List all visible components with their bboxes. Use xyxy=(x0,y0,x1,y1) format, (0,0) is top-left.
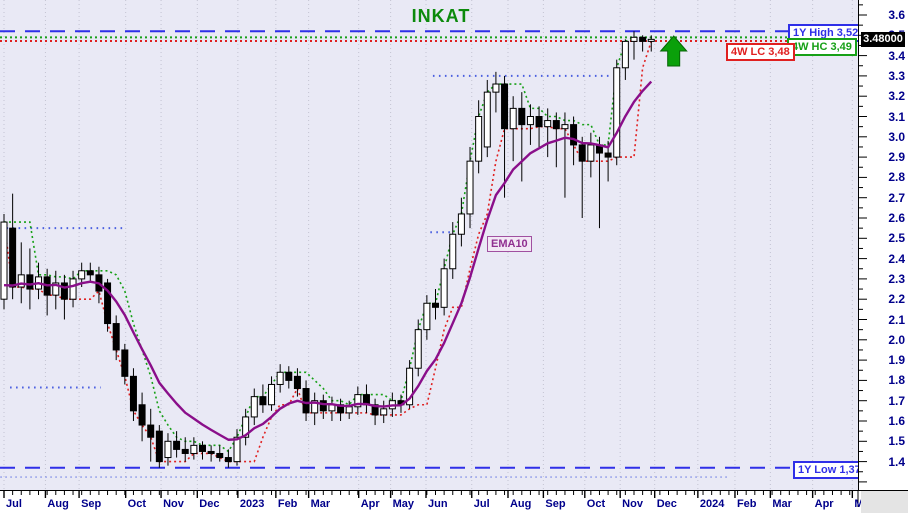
price-tick-label: 2.1 xyxy=(888,312,905,327)
price-axis[interactable]: 3.48000 1.4 1.5 1.6 1.7 1.8 1.9 2.0 2.1 2.2 2.3 2.… xyxy=(858,0,908,490)
month-tick-label: Nov xyxy=(622,498,643,510)
month-tick-label: 2023 xyxy=(239,498,265,510)
price-tick-label: 1.9 xyxy=(888,353,905,368)
price-tick-label: 3.6 xyxy=(888,8,905,22)
one-year-low-label: 1Y Low 1,37 xyxy=(793,461,858,479)
month-tick-label: Jul xyxy=(6,498,22,510)
ema10-label: EMA10 xyxy=(487,236,532,252)
price-chart-area[interactable]: INKAT 1Y High 3,52 4W HC 3,49 4W LC 3,48… xyxy=(0,0,858,490)
price-tick-label: 1.6 xyxy=(888,414,905,428)
price-tick-label: 1.5 xyxy=(888,434,905,449)
price-tick-label: 2.7 xyxy=(888,190,905,205)
price-tick-label: 2.2 xyxy=(888,292,905,307)
month-tick-label: Oct xyxy=(127,498,147,510)
month-tick-label: Jul xyxy=(473,498,490,510)
month-tick-label: Oct xyxy=(586,498,606,510)
four-week-low-close-label: 4W LC 3,48 xyxy=(726,43,795,61)
month-tick-label: Apr xyxy=(814,498,834,510)
month-tick-label: Mar xyxy=(310,498,331,510)
month-tick-label: Aug xyxy=(509,498,532,510)
month-tick-label: Jun xyxy=(428,498,448,510)
month-tick-label: Aug xyxy=(47,498,69,510)
month-tick-label: Feb xyxy=(736,498,757,510)
last-price-box: 3.48000 xyxy=(861,32,905,48)
month-tick-label: 2024 xyxy=(699,498,725,510)
price-tick-label: 3.1 xyxy=(888,109,905,124)
price-tick-label: 3.3 xyxy=(888,68,905,83)
price-tick-label: 1.4 xyxy=(888,454,905,469)
price-tick-label: 2.4 xyxy=(888,251,905,266)
price-tick-label: 2.5 xyxy=(888,231,905,246)
month-tick-label: Dec xyxy=(656,498,677,510)
time-axis-ticks xyxy=(3,491,859,507)
month-tick-label: Apr xyxy=(360,498,380,510)
month-tick-label: Sep xyxy=(81,498,102,510)
month-tick-label: May xyxy=(392,498,415,510)
month-tick-label: Nov xyxy=(163,498,184,510)
price-tick-label: 2.6 xyxy=(888,211,905,225)
candlestick-chart[interactable] xyxy=(0,0,858,490)
time-axis[interactable]: Jul Aug Sep Oct Nov Dec 2023 Feb Mar Apr May Jun Jul… xyxy=(0,490,908,513)
price-tick-label: 2.9 xyxy=(888,150,905,165)
price-tick-label: 2.3 xyxy=(888,271,905,286)
month-tick-label: Feb xyxy=(277,498,298,510)
price-tick-label: 2.8 xyxy=(888,170,905,185)
month-tick-label: Mar xyxy=(772,498,792,510)
price-tick-label: 1.7 xyxy=(888,393,905,408)
price-tick-label: 2.0 xyxy=(888,332,905,347)
price-tick-label: 3.2 xyxy=(888,89,905,104)
month-tick-label: Dec xyxy=(199,498,220,510)
price-tick-label: 1.8 xyxy=(888,373,905,388)
four-week-high-close-label: 4W HC 3,49 xyxy=(787,38,857,56)
chart-title: INKAT xyxy=(411,6,471,26)
month-tick-label: Sep xyxy=(545,498,566,510)
price-tick-label: 3.4 xyxy=(888,48,905,63)
price-axis-ticks xyxy=(859,4,867,483)
axis-corner xyxy=(861,491,908,513)
price-tick-label: 3.0 xyxy=(888,129,905,144)
